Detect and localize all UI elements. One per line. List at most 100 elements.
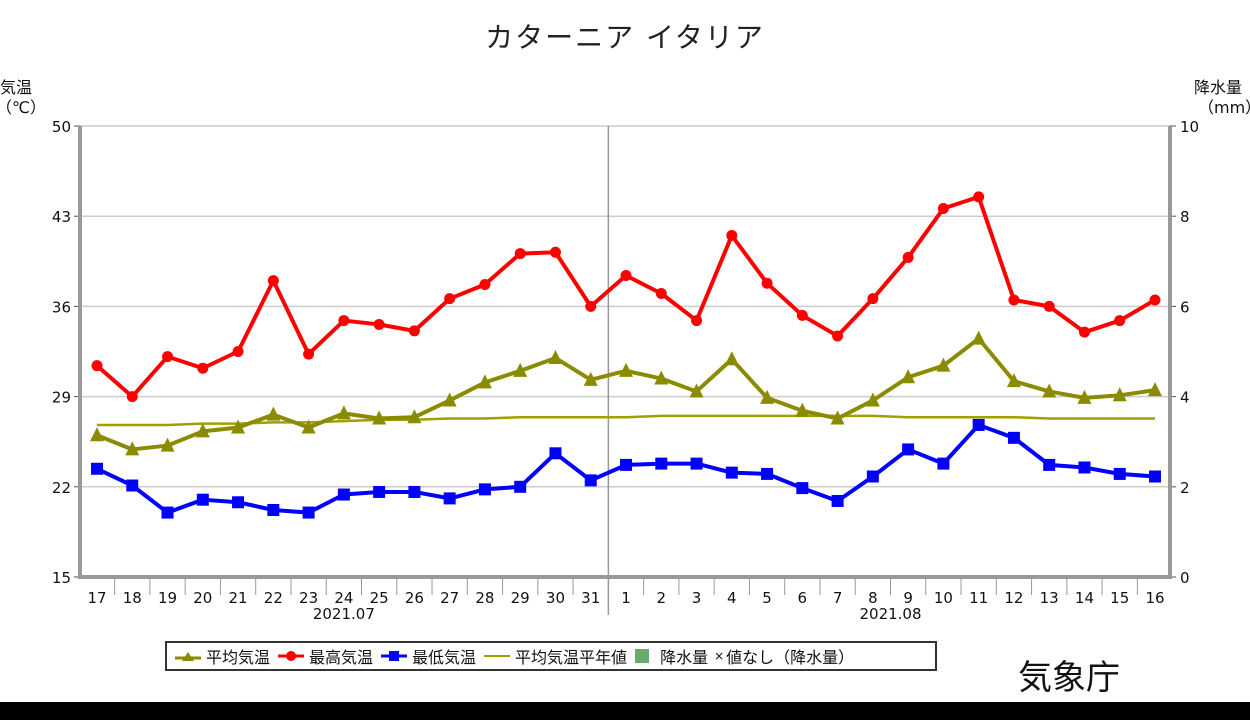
month-label: 2021.08 [859,605,921,623]
x-tick-label: 10 [934,589,953,607]
left-axis-unit: （℃） [0,98,46,117]
data-point [408,325,420,337]
x-tick-label: 27 [440,589,459,607]
data-point [655,457,668,470]
y2-tick-label: 4 [1180,389,1190,407]
data-point [1078,461,1091,474]
agency-label: 気象庁 [1018,658,1120,698]
bar-swatch-icon [635,649,650,663]
series-line [97,414,1155,427]
x-tick-label: 21 [229,589,248,607]
data-point [548,349,563,364]
data-point [1043,300,1055,312]
x-tick-label: 29 [511,589,530,607]
data-point [583,371,598,386]
x-tick-label: 30 [546,589,565,607]
data-point [655,288,667,300]
x-tick-label: 16 [1145,589,1164,607]
legend-avg: 平均気温 [173,644,270,668]
x-tick-label: 11 [969,589,988,607]
bottom-bar [0,702,1250,720]
data-point [691,315,703,327]
x-tick-label: 24 [334,589,353,607]
chart-legend: 平均気温 最高気温 最低気温 平均気温平年値 降水量 × 値なし（降水量） [165,641,937,671]
x-tick-label: 12 [1004,589,1023,607]
data-point [513,362,528,377]
line-marker-icon [484,655,511,657]
data-point [126,479,139,492]
data-point [90,427,104,442]
triangle-marker-icon [175,652,201,661]
data-point [937,457,950,470]
x-tick-label: 23 [299,589,318,607]
legend-precip: 降水量 [633,644,708,668]
left-axis-label: 気温 （℃） [0,78,46,118]
data-point [197,362,209,374]
data-point [442,392,457,407]
y-tick-label: 22 [52,479,71,497]
data-point [478,483,491,496]
data-point [937,202,949,214]
data-point [444,293,456,305]
data-point [408,485,421,498]
data-point [1078,326,1090,338]
data-point [231,419,246,434]
data-point [91,360,103,372]
data-point [1113,467,1126,480]
x-tick-label: 7 [833,589,843,607]
data-point [302,506,315,519]
data-point [372,410,387,425]
data-point [479,278,491,290]
data-point [1006,373,1021,388]
x-tick-label: 3 [692,589,702,607]
data-point [690,457,703,470]
data-point [724,351,739,366]
x-tick-label: 6 [798,589,808,607]
x-tick-label: 22 [264,589,283,607]
right-axis-label: 降水量 （mm） [1194,78,1250,118]
y2-tick-label: 2 [1180,479,1190,497]
right-axis-unit: （mm） [1198,98,1250,117]
data-point [620,458,632,471]
left-axis-title: 気温 [0,78,33,97]
legend-nodata: × 値なし（降水量） [714,648,855,667]
data-point [514,480,527,493]
x-tick-label: 17 [87,589,106,607]
data-point [795,402,810,417]
circle-marker-icon [278,651,305,661]
x-tick-label: 4 [727,589,737,607]
data-point [267,275,279,287]
data-point [232,346,244,357]
data-point [973,191,985,203]
data-point [972,418,985,431]
y-tick-label: 29 [52,389,71,407]
y2-tick-label: 6 [1180,298,1190,316]
data-point [549,246,561,258]
data-point [865,392,880,407]
x-tick-label: 20 [193,589,212,607]
x-tick-label: 25 [370,589,389,607]
data-point [1148,382,1162,397]
y2-tick-label: 8 [1180,208,1190,226]
data-point [162,351,174,363]
y2-tick-label: 0 [1180,569,1190,587]
data-point [866,470,879,483]
data-point [1007,431,1020,444]
x-tick-label: 19 [158,589,177,607]
data-point [549,447,562,460]
data-point [477,374,492,389]
y-tick-label: 36 [52,298,71,316]
data-point [407,409,422,424]
x-tick-label: 8 [868,589,878,607]
legend-normal: 平均気温平年値 [482,644,627,668]
data-point [232,496,245,509]
chart-title: カターニア イタリア [485,21,765,54]
data-point [338,315,350,327]
data-point [867,293,879,305]
x-tick-label: 9 [903,589,913,607]
data-point [1043,458,1056,471]
y-tick-label: 43 [52,208,71,226]
legend-min: 最低気温 [379,644,476,668]
month-label: 2021.07 [313,605,375,623]
